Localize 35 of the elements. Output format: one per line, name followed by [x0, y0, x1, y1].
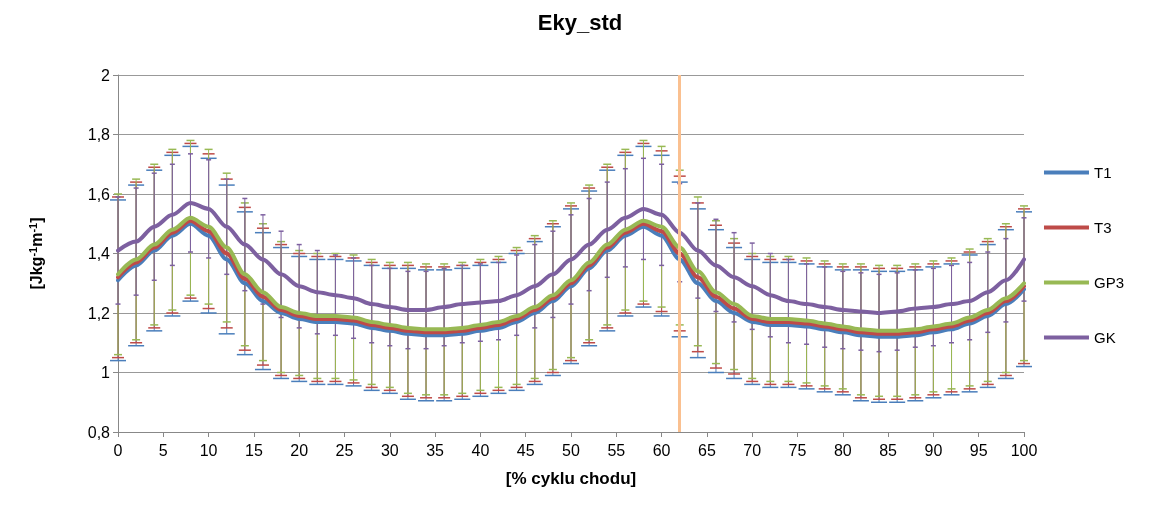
y-tick-label: 1,8	[87, 126, 111, 143]
x-tick-label: 0	[113, 441, 123, 459]
x-tick-label: 10	[199, 441, 218, 459]
x-tick-label: 60	[652, 441, 671, 459]
y-tick-label: 1	[101, 364, 111, 381]
x-tick-label: 70	[743, 441, 762, 459]
x-tick-label: 25	[335, 441, 354, 459]
x-tick-label: 85	[879, 441, 898, 459]
legend-label: T3	[1093, 219, 1112, 236]
legend-label: GK	[1093, 329, 1116, 346]
x-tick-label: 95	[969, 441, 988, 459]
x-tick-label: 35	[426, 441, 445, 459]
y-tick-label: 1,4	[87, 245, 111, 262]
x-tick-label: 65	[698, 441, 716, 459]
x-tick-label: 5	[158, 441, 168, 459]
x-tick-label: 75	[788, 441, 807, 459]
y-tick-label: 1,6	[87, 185, 111, 203]
legend-label: T1	[1093, 164, 1112, 181]
y-tick-label: 1,2	[87, 304, 111, 322]
x-tick-label: 100	[1010, 441, 1038, 459]
x-tick-label: 50	[562, 441, 580, 459]
x-tick-label: 20	[290, 441, 309, 459]
chart-title: Eky_std	[537, 9, 623, 35]
x-tick-label: 90	[924, 441, 943, 459]
x-tick-label: 80	[833, 441, 852, 459]
y-tick-label: 2	[101, 66, 111, 84]
x-tick-label: 45	[516, 441, 535, 459]
y-tick-label: 0,8	[87, 423, 111, 441]
x-tick-label: 15	[245, 441, 263, 459]
y-axis-title: [Jkg-1m-1]	[26, 217, 45, 290]
x-tick-label: 55	[607, 441, 626, 459]
legend-label: GP3	[1093, 274, 1124, 291]
x-tick-label: 40	[471, 441, 490, 459]
x-axis-title: [% cyklu chodu]	[505, 469, 637, 488]
x-tick-label: 30	[380, 441, 399, 459]
